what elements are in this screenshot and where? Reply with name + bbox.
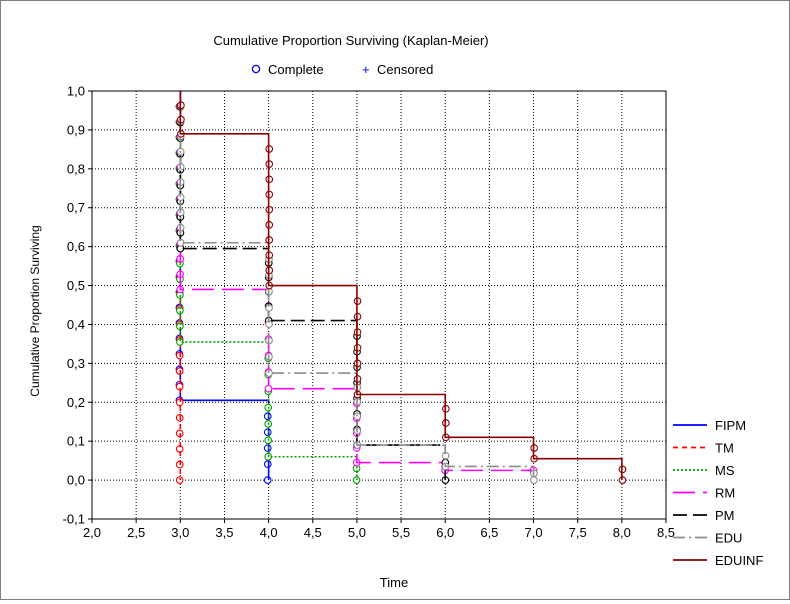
legend-item-fipm: FIPM xyxy=(673,418,746,433)
y-tick-label: 0,8 xyxy=(67,161,85,176)
y-tick-label: 0,4 xyxy=(67,317,85,332)
x-axis-label: Time xyxy=(380,575,408,590)
series-edu-point xyxy=(176,193,185,202)
legend-label-edu: EDU xyxy=(715,531,742,546)
x-tick-label: 6,5 xyxy=(480,525,498,540)
x-tick-label: 2,0 xyxy=(83,525,101,540)
marker-legend: Complete + Censored xyxy=(251,62,433,77)
series-fipm-point xyxy=(263,476,272,484)
legend-item-ms: MS xyxy=(673,463,735,478)
legend-label-fipm: FIPM xyxy=(715,418,746,433)
y-tick-label: -0,1 xyxy=(63,512,85,527)
y-tick-label: 0,5 xyxy=(67,278,85,293)
legend-label-ms: MS xyxy=(715,463,735,478)
legend-label-tm: TM xyxy=(715,441,734,456)
series-ms-line xyxy=(179,91,358,481)
x-axis-ticks: 2,0 2,5 3,0 3,5 4,0 4,5 5,0 5,5 6,0 6,5 7,0 7,5 8,0 8… xyxy=(83,519,675,540)
x-tick-label: 7,0 xyxy=(524,525,542,540)
series-tm-point xyxy=(175,476,184,484)
series-fipm-point xyxy=(263,428,272,437)
series-edu-line xyxy=(179,91,535,481)
x-tick-label: 5,0 xyxy=(348,525,366,540)
y-tick-label: 0,6 xyxy=(67,239,85,254)
series-layer xyxy=(175,91,627,484)
x-tick-label: 3,5 xyxy=(215,525,233,540)
legend-item-eduinf: EDUINF xyxy=(673,553,763,568)
series-fipm-point xyxy=(263,412,272,421)
y-tick-label: 0,0 xyxy=(67,473,85,488)
series-eduinf xyxy=(177,91,627,484)
y-axis-ticks: -0,1 0,0 0,1 0,2 0,3 0,4 0,5 0,6 0,7 0,8 0,9 1,0 xyxy=(63,84,92,527)
series-ms-point xyxy=(264,452,273,461)
marker-legend-complete-label: Complete xyxy=(268,62,324,77)
x-tick-label: 7,5 xyxy=(569,525,587,540)
plot-area-border xyxy=(91,90,667,520)
marker-legend-censored-label: Censored xyxy=(377,62,433,77)
x-tick-label: 3,0 xyxy=(171,525,189,540)
x-tick-label: 8,0 xyxy=(613,525,631,540)
y-tick-label: 1,0 xyxy=(67,84,85,99)
series-rm-point xyxy=(264,384,273,393)
y-axis-label: Cumulative Proportion Surviving xyxy=(28,225,42,396)
legend-item-edu: EDU xyxy=(673,531,742,546)
y-tick-label: 0,2 xyxy=(67,395,85,410)
chart-title: Cumulative Proportion Surviving (Kaplan-… xyxy=(213,33,488,48)
y-tick-label: 0,3 xyxy=(67,356,85,371)
y-tick-label: 0,7 xyxy=(67,200,85,215)
series-edu-point xyxy=(530,476,538,484)
series-fipm-point xyxy=(263,444,272,453)
series-edu xyxy=(176,91,538,484)
y-tick-label: 0,9 xyxy=(67,122,85,137)
x-tick-label: 6,0 xyxy=(436,525,454,540)
legend-label-rm: RM xyxy=(715,486,735,501)
series-ms-point xyxy=(352,476,361,484)
legend-item-tm: TM xyxy=(673,441,734,456)
x-tick-label: 2,5 xyxy=(127,525,145,540)
complete-marker-icon xyxy=(251,64,261,74)
series-legend: FIPM TM MS RM PM EDU EDUINF xyxy=(673,418,763,568)
x-tick-label: 8,5 xyxy=(657,525,675,540)
x-tick-label: 4,0 xyxy=(260,525,278,540)
legend-item-rm: RM xyxy=(673,486,735,501)
series-eduinf-line xyxy=(179,91,623,481)
series-fipm-point xyxy=(263,460,272,468)
series-fipm xyxy=(175,91,272,484)
censored-marker-icon: + xyxy=(362,62,370,77)
x-tick-label: 4,5 xyxy=(304,525,322,540)
legend-item-pm: PM xyxy=(673,508,735,523)
series-ms-point xyxy=(176,322,184,331)
legend-label-pm: PM xyxy=(715,508,735,523)
legend-label-eduinf: EDUINF xyxy=(715,553,763,568)
y-tick-label: 0,1 xyxy=(67,434,85,449)
x-tick-label: 5,5 xyxy=(392,525,410,540)
